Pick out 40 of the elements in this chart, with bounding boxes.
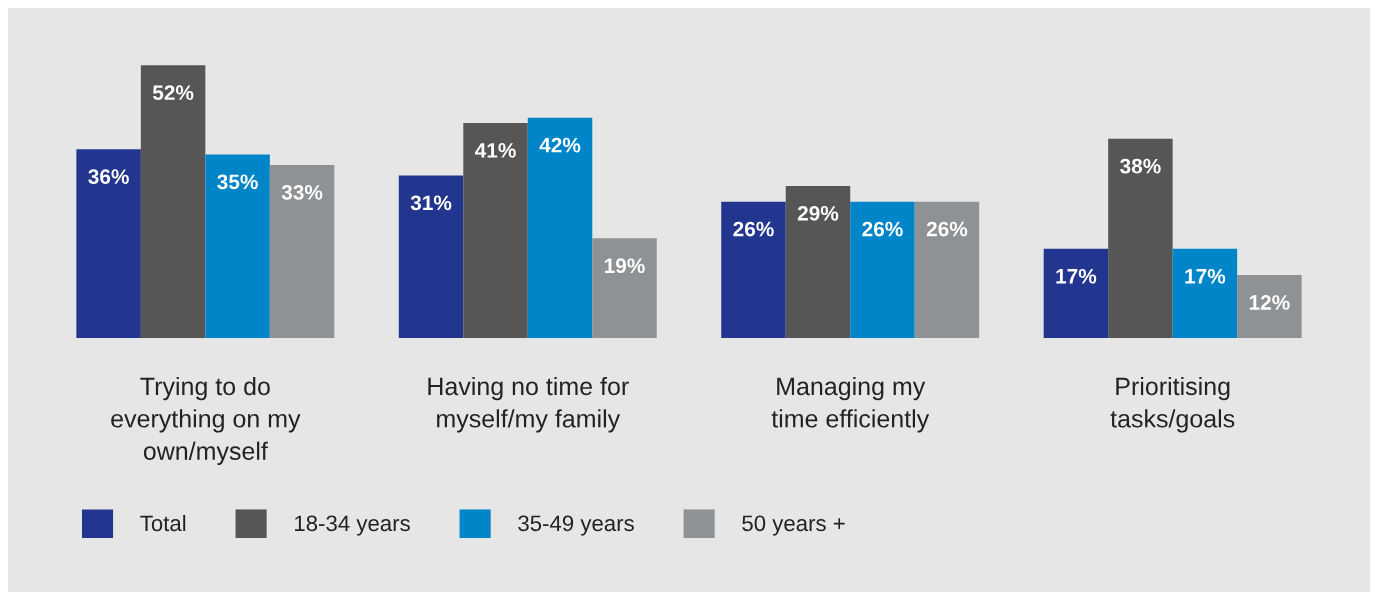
data-label: 33%	[281, 184, 323, 200]
bar	[914, 201, 980, 338]
bar	[140, 65, 206, 338]
data-label: 52%	[152, 85, 194, 101]
data-label: 26%	[926, 221, 968, 237]
bar	[76, 149, 141, 338]
x-tick-label: Having no time for myself/my family	[428, 376, 629, 433]
data-label: 35%	[217, 174, 258, 190]
x-tick-label: Trying to do everything on my own/myself	[111, 376, 301, 465]
bar	[1043, 248, 1109, 338]
bar	[592, 238, 657, 338]
data-label: 36%	[88, 169, 129, 184]
bar	[1237, 275, 1302, 338]
legend-label: 35-49 years	[518, 515, 634, 536]
bar	[398, 175, 464, 338]
data-label: 12%	[1249, 295, 1290, 310]
bar	[785, 185, 851, 338]
bar	[205, 154, 270, 338]
bar	[850, 201, 915, 338]
bar	[527, 117, 593, 338]
data-label: 42%	[539, 137, 581, 153]
bar	[463, 122, 528, 338]
bar	[721, 201, 786, 338]
data-label: 26%	[862, 221, 903, 237]
data-label: 19%	[604, 258, 645, 274]
x-tick-label: Prioritising tasks/goals	[1110, 376, 1235, 433]
bar	[269, 164, 335, 338]
legend-label: Total	[140, 514, 186, 532]
legend-label: 50 years +	[742, 515, 845, 536]
bar	[1108, 138, 1173, 338]
legend-label: 18-34 years	[295, 515, 410, 536]
data-label: 17%	[1185, 268, 1226, 284]
data-label: 31%	[410, 195, 452, 211]
data-label: 29%	[797, 205, 839, 221]
bar	[1172, 248, 1238, 338]
x-tick-label: Managing my time efficiently	[771, 376, 930, 433]
data-label: 17%	[1056, 268, 1097, 284]
data-label: 26%	[733, 221, 774, 237]
data-label: 41%	[475, 143, 516, 158]
data-label: 38%	[1120, 158, 1161, 174]
